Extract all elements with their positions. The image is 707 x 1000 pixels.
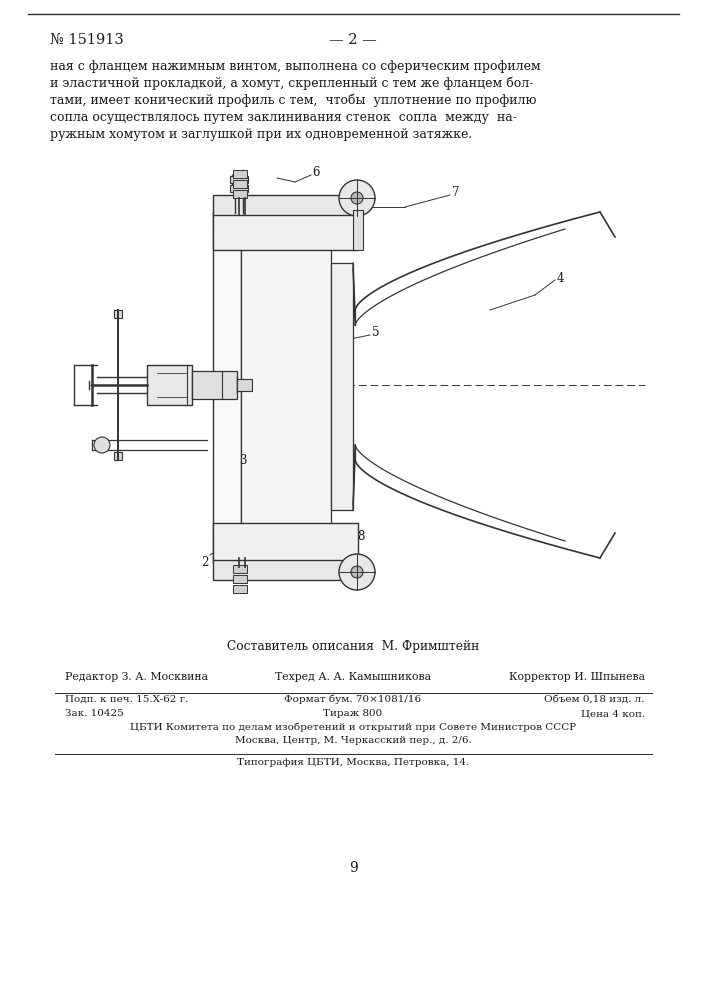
Bar [230, 185, 248, 192]
Text: 1: 1 [347, 366, 354, 379]
Circle shape [351, 192, 363, 204]
Text: Зак. 10425: Зак. 10425 [65, 709, 124, 718]
Circle shape [351, 566, 363, 578]
Text: 7: 7 [452, 186, 460, 200]
Text: 3: 3 [239, 454, 247, 466]
Bar [353, 210, 363, 250]
Text: 2: 2 [201, 556, 209, 568]
Text: № 151913: № 151913 [50, 33, 124, 47]
Text: 8: 8 [357, 530, 364, 544]
Bar [114, 310, 122, 318]
Bar [213, 210, 358, 250]
Bar [233, 565, 247, 573]
Text: 6: 6 [312, 165, 320, 178]
Bar [233, 190, 247, 198]
Bar [331, 263, 353, 510]
Text: Техред А. А. Камышникова: Техред А. А. Камышникова [275, 672, 431, 682]
Text: ЦБТИ Комитета по делам изобретений и открытий при Совете Министров СССР: ЦБТИ Комитета по делам изобретений и отк… [130, 722, 576, 732]
Text: 5: 5 [372, 326, 380, 340]
Text: тами, имеет конический профиль с тем,  чтобы  уплотнение по профилю: тами, имеет конический профиль с тем, чт… [50, 94, 537, 107]
Text: Тираж 800: Тираж 800 [323, 709, 382, 718]
Text: Объем 0,18 изд. л.: Объем 0,18 изд. л. [544, 695, 645, 704]
Text: Цена 4 коп.: Цена 4 коп. [581, 709, 645, 718]
Bar [233, 180, 247, 188]
Circle shape [94, 437, 110, 453]
Bar [233, 585, 247, 593]
Text: Москва, Центр, М. Черкасский пер., д. 2/6.: Москва, Центр, М. Черкасский пер., д. 2/… [235, 736, 472, 745]
Bar [241, 248, 331, 525]
Bar [114, 452, 122, 460]
Bar [233, 575, 247, 583]
Text: ружным хомутом и заглушкой при их одновременной затяжке.: ружным хомутом и заглушкой при их одновр… [50, 128, 472, 141]
Bar [213, 195, 363, 215]
Text: — 2 —: — 2 — [329, 33, 377, 47]
Text: Формат бум. 70×1081/16: Формат бум. 70×1081/16 [284, 694, 421, 704]
Text: и эластичной прокладкой, а хомут, скрепленный с тем же фланцем бол-: и эластичной прокладкой, а хомут, скрепл… [50, 77, 533, 90]
Text: сопла осуществлялось путем заклинивания стенок  сопла  между  на-: сопла осуществлялось путем заклинивания … [50, 111, 517, 124]
Bar [192, 371, 237, 399]
Text: 9: 9 [349, 861, 357, 875]
Text: Подп. к печ. 15.X-62 г.: Подп. к печ. 15.X-62 г. [65, 695, 188, 704]
Bar [213, 560, 363, 580]
Bar [237, 379, 252, 391]
Circle shape [339, 180, 375, 216]
Bar [147, 365, 192, 405]
Text: Корректор И. Шпынева: Корректор И. Шпынева [509, 672, 645, 682]
Circle shape [339, 554, 375, 590]
Text: Редактор З. А. Москвина: Редактор З. А. Москвина [65, 672, 208, 682]
Bar [233, 170, 247, 178]
Bar [230, 176, 248, 183]
Text: ная с фланцем нажимным винтом, выполнена со сферическим профилем: ная с фланцем нажимным винтом, выполнена… [50, 60, 541, 73]
Bar [213, 523, 358, 563]
Text: 4: 4 [557, 271, 564, 284]
Bar [213, 213, 241, 560]
Text: Составитель описания  М. Фримштейн: Составитель описания М. Фримштейн [227, 640, 479, 653]
Text: Типография ЦБТИ, Москва, Петровка, 14.: Типография ЦБТИ, Москва, Петровка, 14. [237, 758, 469, 767]
